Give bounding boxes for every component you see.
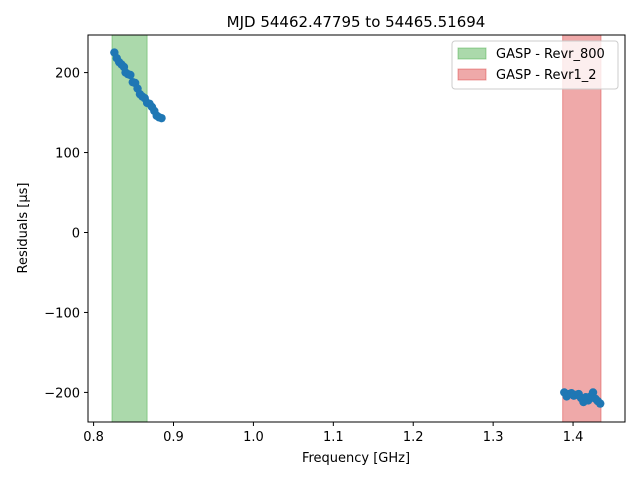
plot-frame [87,34,626,423]
x-axis-label: Frequency [GHz] [302,451,410,466]
y-tick-label: −100 [44,306,80,321]
x-tick-label: 1.3 [483,430,504,445]
data-point [588,388,598,397]
x-tick-label: 1.1 [323,430,344,445]
legend: GASP - Revr_800 GASP - Revr1_2 [451,40,619,90]
legend-swatch [457,68,487,81]
data-point [126,70,135,80]
band-2 [562,34,602,423]
x-tick-label: 0.8 [83,430,104,445]
legend-label: GASP - Revr1_2 [496,68,597,83]
y-axis-label: Residuals [μs] [16,183,31,274]
x-tick-label: 0.9 [163,430,184,445]
bands-layer [111,34,602,423]
legend-label: GASP - Revr_800 [496,47,605,62]
y-tick-label: 100 [55,147,80,162]
x-tick-label: 1.4 [563,430,584,445]
points-layer [110,48,605,408]
y-axis: −200 −100 0 100 200 [44,67,88,401]
y-tick-label: −200 [44,386,80,401]
x-tick-label: 1.2 [403,430,424,445]
x-tick-label: 1.0 [243,430,264,445]
data-point [157,113,166,123]
x-axis: 0.8 0.9 1.0 1.1 1.2 1.3 1.4 [83,422,583,445]
y-tick-label: 200 [55,67,80,82]
legend-box [451,40,619,90]
chart-title: MJD 54462.47795 to 54465.51694 [227,13,486,31]
data-point [596,399,605,408]
legend-swatch [457,47,487,60]
y-tick-label: 0 [72,226,80,241]
